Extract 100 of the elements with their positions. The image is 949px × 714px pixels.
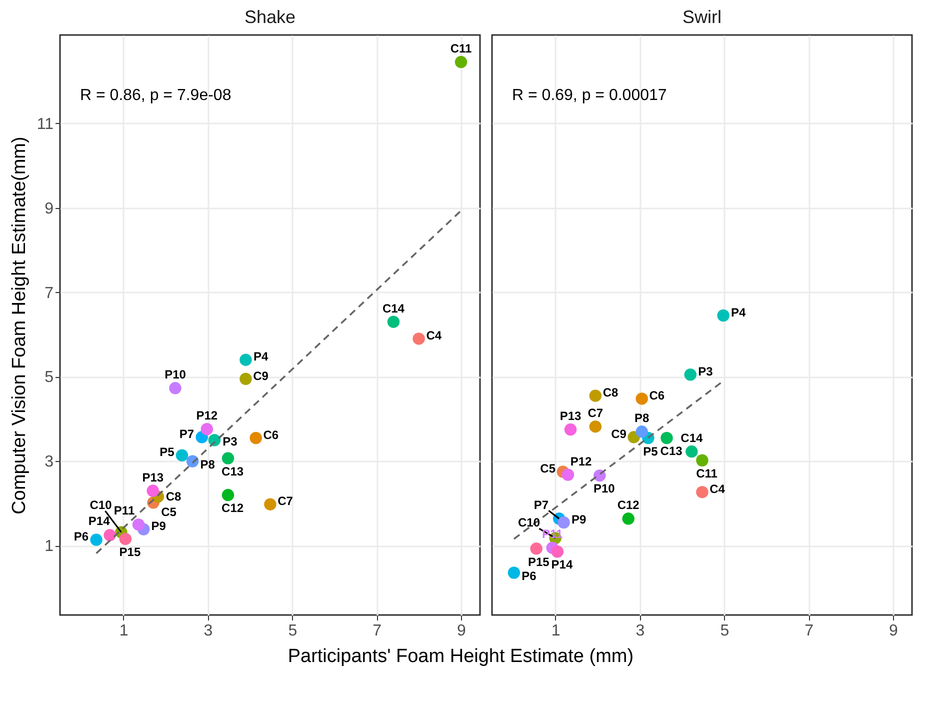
point: [508, 566, 520, 579]
series-label: C7: [588, 406, 604, 420]
series-label: C11: [450, 42, 472, 56]
point: [622, 512, 634, 525]
chart-title: Shake: [244, 7, 296, 27]
point: [564, 423, 577, 436]
point: [132, 518, 145, 531]
series-label: C8: [166, 490, 182, 504]
series-label: C14: [382, 301, 405, 316]
point: [551, 546, 564, 558]
annotation: R = 0.69, p = 0.00017: [512, 87, 667, 104]
annotation: R = 0.86, p = 7.9e-08: [80, 87, 232, 104]
x-tick-label: 5: [288, 622, 298, 640]
point: [686, 445, 698, 458]
point: [696, 486, 708, 498]
series-label: P13: [142, 470, 164, 484]
series-label: P12: [196, 408, 218, 423]
point: [589, 420, 602, 433]
point: [636, 426, 648, 438]
series-label: P9: [151, 519, 166, 534]
series-label: C12: [617, 498, 640, 512]
point: [684, 368, 697, 381]
point: [412, 332, 425, 345]
y-tick-label: 3: [44, 454, 54, 471]
y-tick-label: 9: [44, 200, 54, 218]
point: [90, 534, 102, 546]
series-label: C11: [696, 466, 718, 480]
point: [696, 454, 708, 466]
series-label: C9: [611, 427, 627, 442]
series-label: P11: [542, 526, 564, 541]
x-tick-label: 1: [119, 622, 128, 640]
series-label: C13: [660, 444, 683, 458]
series-label: C5: [540, 462, 556, 476]
point: [589, 390, 602, 402]
series-label: C4: [426, 328, 442, 343]
series-label: C12: [222, 501, 244, 516]
y-tick-label: 1: [44, 538, 54, 556]
series-label: P7: [534, 498, 549, 512]
point: [660, 432, 673, 444]
y-tick-label: 7: [44, 284, 54, 302]
series-label: C14: [680, 431, 703, 446]
series-label: P4: [731, 305, 746, 320]
point: [119, 532, 132, 546]
series-label: P15: [119, 545, 141, 559]
point: [222, 488, 234, 502]
series-label: P4: [253, 350, 268, 364]
point: [240, 354, 252, 366]
point: [104, 529, 116, 542]
series-label: P10: [594, 482, 616, 496]
point: [717, 309, 730, 322]
series-label: P11: [114, 503, 135, 518]
series-label: P5: [160, 445, 175, 460]
point: [454, 56, 468, 68]
series-label: P15: [528, 555, 550, 570]
series-label: C6: [263, 428, 279, 442]
x-axis-title: Participants' Foam Height Estimate (mm): [288, 646, 634, 667]
series-label: C9: [253, 368, 269, 383]
point: [222, 452, 234, 464]
series-label: P8: [200, 457, 216, 472]
point: [387, 316, 400, 328]
series-label: P14: [88, 514, 110, 528]
point: [146, 484, 159, 497]
series-label: C8: [602, 386, 618, 400]
series-label: C6: [649, 388, 665, 403]
series-label: P6: [74, 530, 89, 544]
x-tick-label: 7: [804, 622, 814, 640]
chart-title: Swirl: [682, 7, 722, 27]
point: [176, 449, 188, 462]
series-label: C13: [222, 464, 244, 478]
y-axis-title: Computer Vision Foam Height Estimate(mm): [8, 136, 30, 514]
x-tick-label: 3: [636, 622, 645, 640]
series-label: P13: [560, 409, 582, 424]
point: [636, 392, 648, 405]
series-label: P5: [643, 444, 658, 458]
series-label: P7: [179, 427, 194, 442]
point: [264, 498, 276, 510]
series-label: C10: [518, 516, 540, 530]
series-label: P6: [522, 568, 537, 583]
y-tick-label: 5: [44, 369, 54, 386]
series-label: C10: [90, 498, 112, 512]
x-tick-label: 9: [457, 622, 466, 640]
point: [250, 432, 262, 444]
series-label: C4: [710, 482, 726, 496]
point: [530, 542, 542, 555]
point: [562, 468, 574, 481]
series-label: P10: [164, 368, 186, 382]
point: [558, 516, 570, 529]
x-tick-label: 3: [204, 622, 213, 640]
point: [169, 382, 182, 394]
x-tick-label: 9: [889, 622, 898, 640]
series-label: P3: [222, 434, 238, 449]
series-label: P12: [570, 454, 592, 469]
series-label: P3: [698, 364, 714, 379]
x-tick-label: 1: [551, 622, 560, 640]
series-label: P9: [571, 512, 586, 526]
x-tick-label: 5: [720, 622, 730, 640]
x-tick-label: 7: [372, 622, 382, 640]
point: [200, 423, 214, 436]
series-label: P8: [634, 411, 650, 426]
series-label: C5: [161, 504, 177, 519]
